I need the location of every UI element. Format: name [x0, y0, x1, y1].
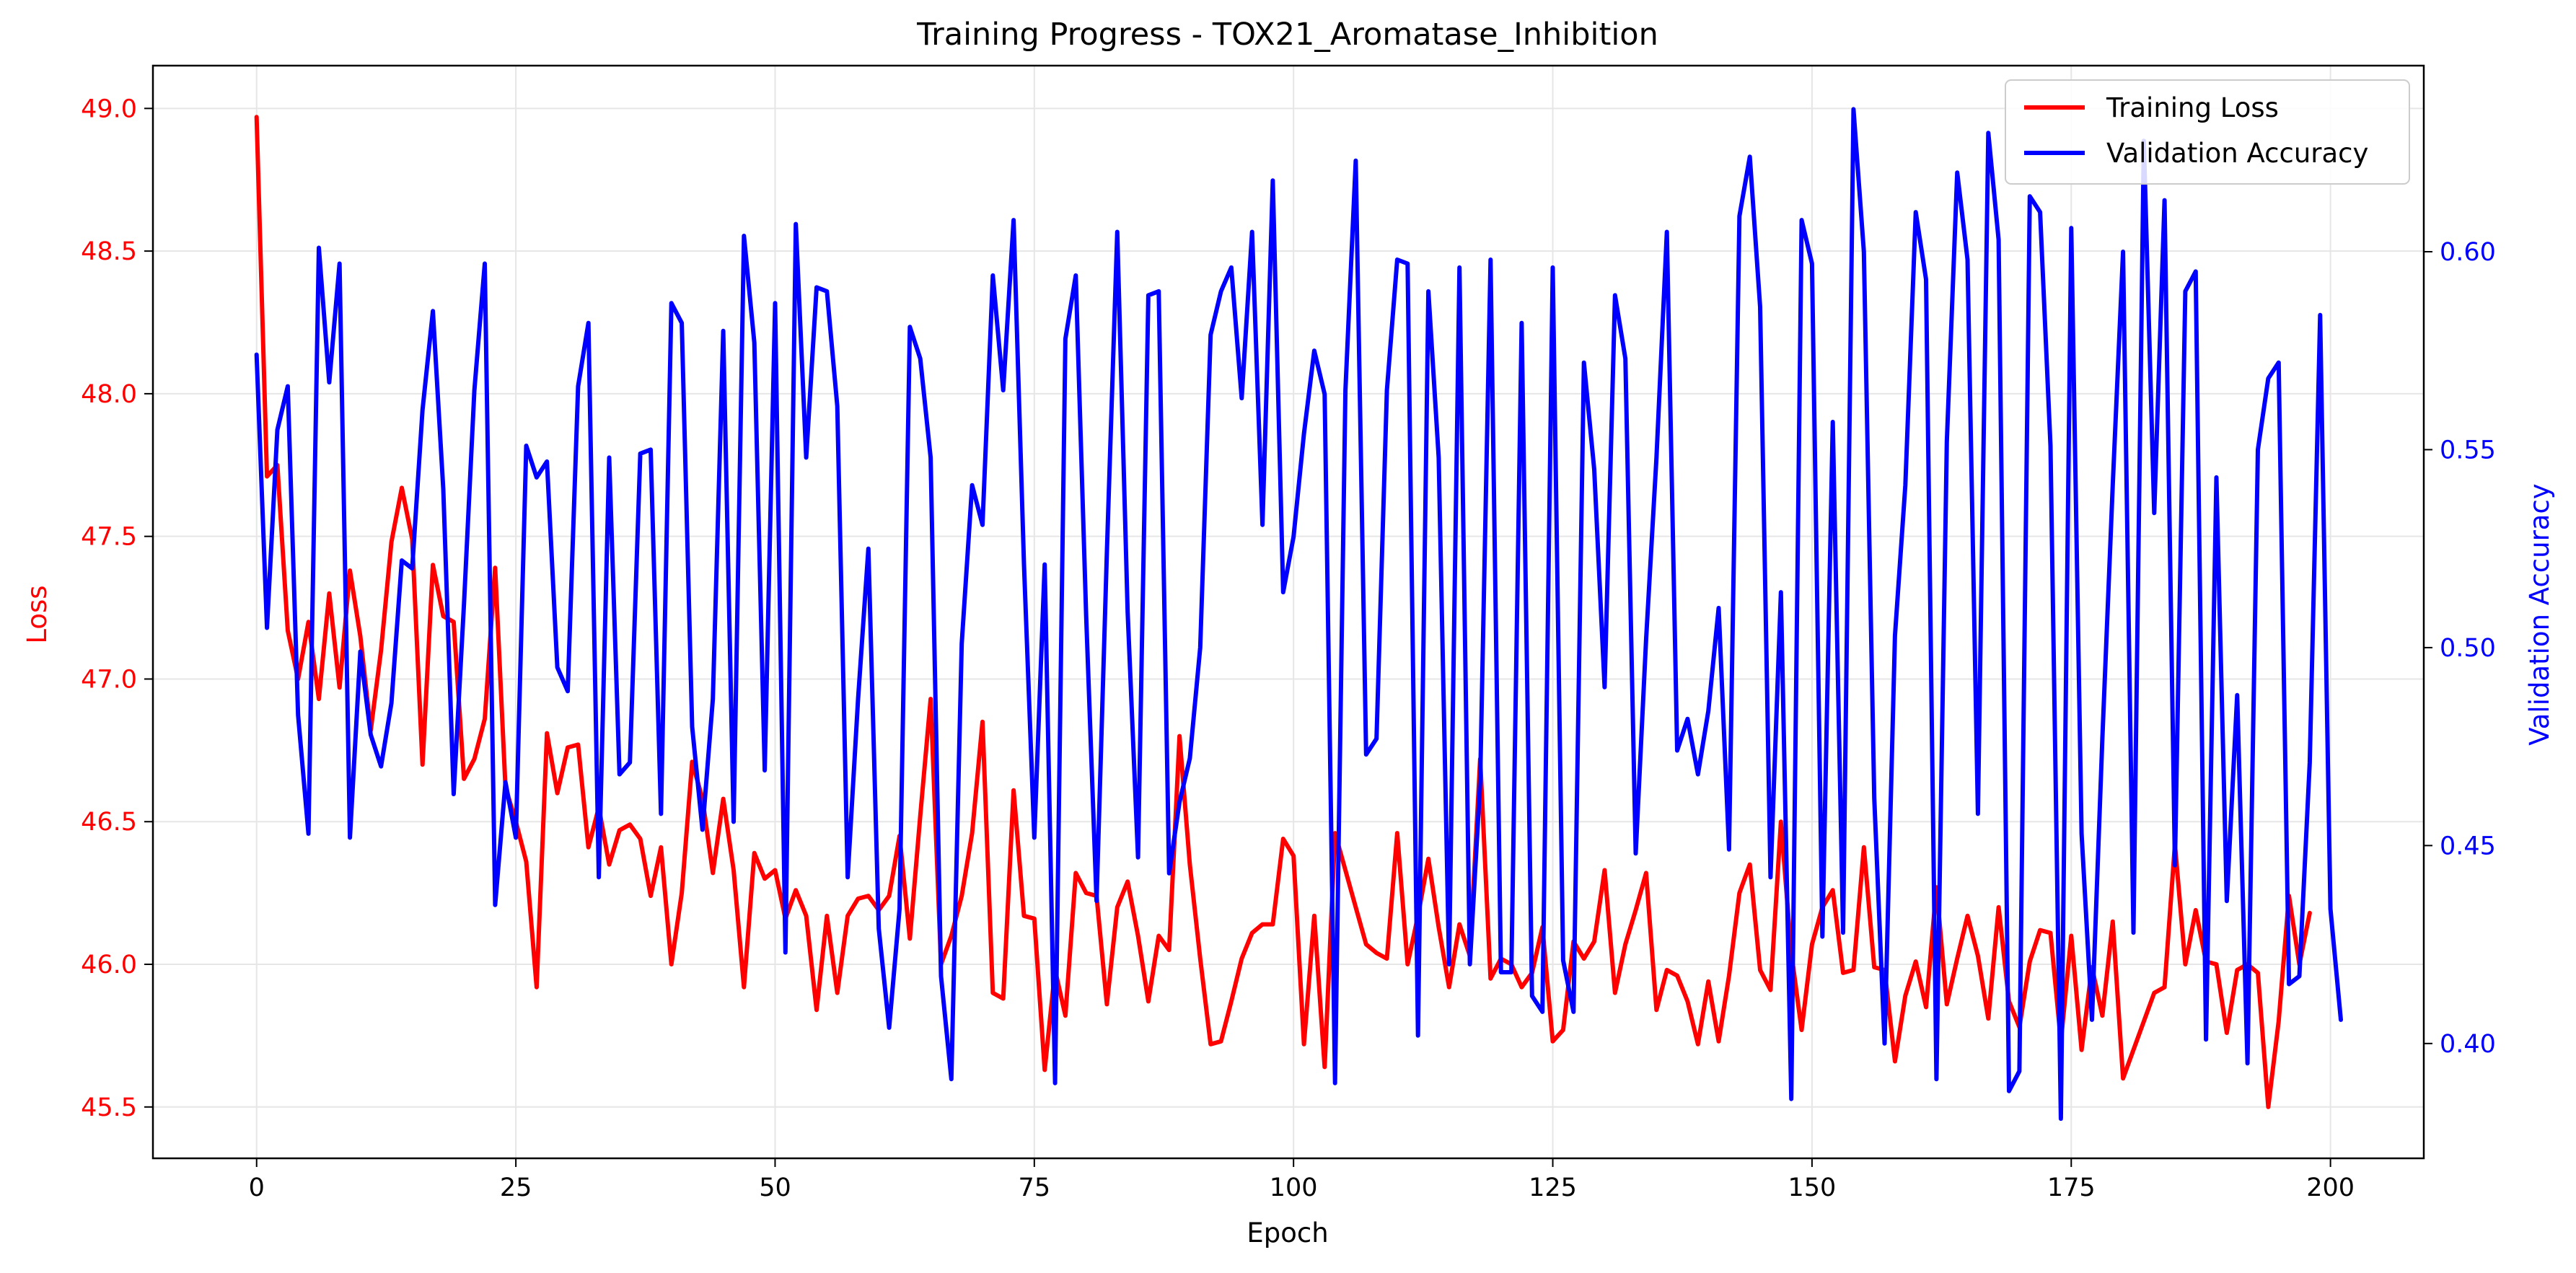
x-tick-label: 25 — [500, 1173, 532, 1202]
y-left-tick-label: 46.0 — [81, 951, 137, 979]
legend-label-training-loss: Training Loss — [2106, 92, 2279, 123]
y-left-tick-label: 45.5 — [81, 1093, 137, 1122]
y-axis-left: 45.5 46.0 46.5 47.0 47.5 48.0 48.5 49.0 — [81, 94, 153, 1122]
y-right-tick-label: 0.60 — [2440, 238, 2496, 267]
x-tick-label: 100 — [1270, 1173, 1318, 1202]
x-tick-label: 125 — [1529, 1173, 1577, 1202]
y-right-tick-label: 0.45 — [2440, 832, 2496, 860]
grid — [153, 66, 2424, 1158]
legend-box — [2005, 79, 2410, 185]
y-left-tick-label: 48.5 — [81, 237, 137, 266]
x-axis-label: Epoch — [1247, 1217, 1328, 1248]
legend: Training Loss Validation Accuracy — [2005, 79, 2410, 185]
x-tick-label: 0 — [249, 1173, 265, 1202]
series-line-validation-accuracy — [254, 107, 2343, 1122]
x-tick-label: 200 — [2306, 1173, 2355, 1202]
y-left-tick-label: 47.5 — [81, 523, 137, 552]
plot-area — [151, 64, 2425, 1160]
y-right-tick-label: 0.55 — [2440, 436, 2496, 464]
y-left-tick-label: 46.5 — [81, 808, 137, 837]
legend-label-validation-accuracy: Validation Accuracy — [2106, 138, 2368, 169]
x-axis: 0 25 50 75 100 125 150 175 200 — [249, 1158, 2355, 1202]
y-right-tick-label: 0.50 — [2440, 634, 2496, 663]
x-tick-label: 150 — [1788, 1173, 1837, 1202]
y-right-tick-label: 0.40 — [2440, 1030, 2496, 1059]
y-axis-right: 0.40 0.45 0.50 0.55 0.60 — [2424, 238, 2496, 1059]
x-tick-label: 50 — [759, 1173, 791, 1202]
chart-title: Training Progress - TOX21_Aromatase_Inhi… — [916, 17, 1658, 53]
x-tick-label: 175 — [2047, 1173, 2096, 1202]
y-left-tick-label: 47.0 — [81, 665, 137, 694]
x-tick-label: 75 — [1019, 1173, 1051, 1202]
series-layer — [254, 107, 2343, 1122]
y-axis-left-label: Loss — [22, 585, 53, 643]
y-axis-right-label: Validation Accuracy — [2524, 483, 2555, 745]
y-left-tick-label: 49.0 — [81, 94, 137, 123]
y-left-tick-label: 48.0 — [81, 380, 137, 409]
